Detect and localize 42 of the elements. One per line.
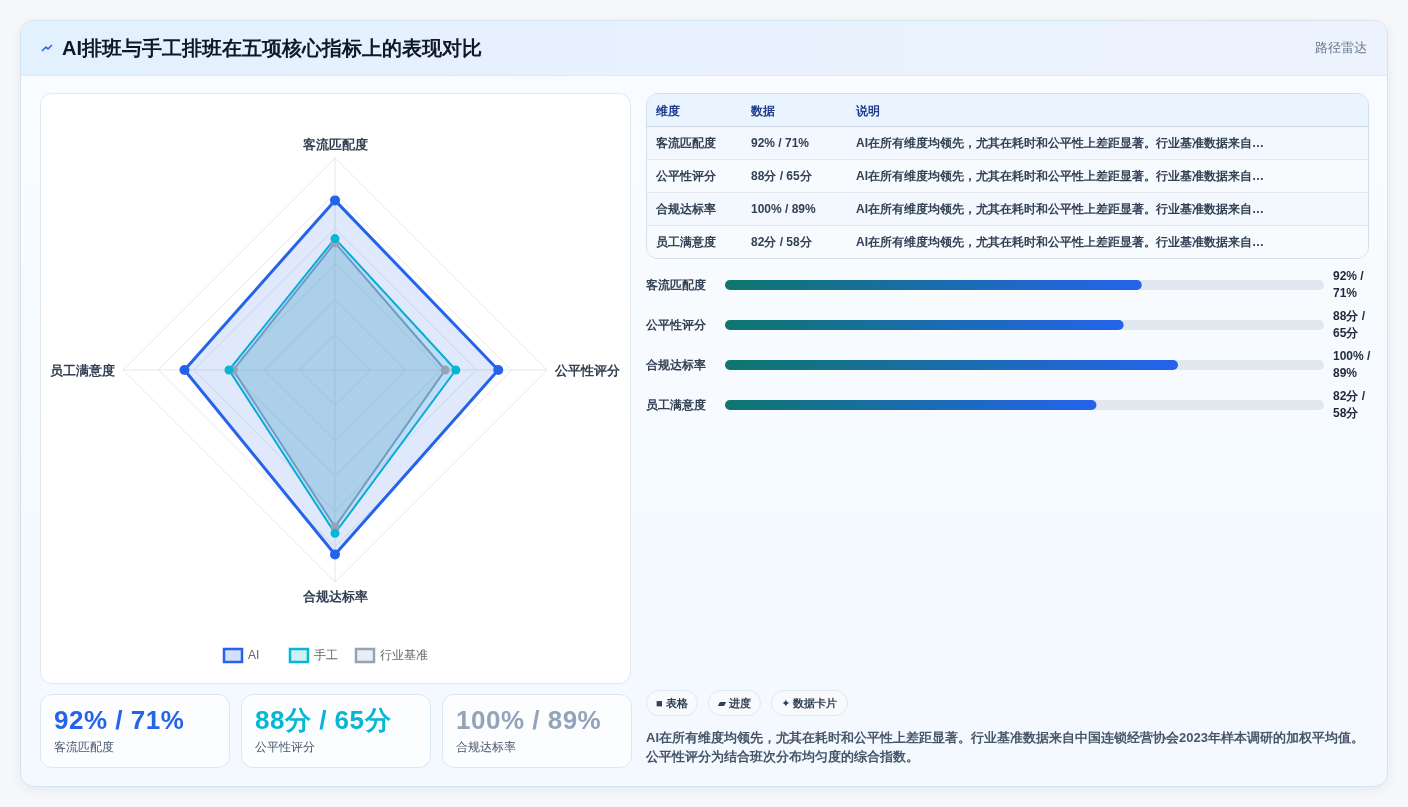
- spoke-label: 员工满意度: [50, 362, 115, 378]
- text: 92% / 71%: [54, 705, 185, 735]
- text: 88分 / 65分: [1333, 308, 1366, 342]
- spoke-label: 合规达标率: [301, 588, 368, 604]
- y-tick-label: 公平性评分: [645, 318, 707, 332]
- text: ▰ 进度: [707, 690, 762, 716]
- category-label: 合规达标率: [656, 202, 716, 216]
- text: AI在所有维度均领先，尤其在耗时和公平性上差距显著。行业基准数据来自…: [856, 235, 1264, 249]
- text: 82分 / 58分: [1333, 388, 1366, 422]
- text: 88分 / 65分: [255, 705, 392, 735]
- category-label: 合规达标率: [456, 740, 516, 754]
- text: 路径雷达: [1315, 40, 1367, 56]
- text: AI在所有维度均领先，尤其在耗时和公平性上差距显著。行业基准数据来自…: [856, 136, 1264, 150]
- text: AI在所有维度均领先，尤其在耗时和公平性上差距显著。行业基准数据来自…: [856, 169, 1264, 183]
- y-tick-label: 合规达标率: [645, 358, 706, 372]
- text: AI排班与手工排班在五项核心指标上的表现对比: [62, 36, 482, 60]
- spoke-label: 公平性评分: [554, 362, 621, 378]
- text: AI在所有维度均领先，尤其在耗时和公平性上差距显著。行业基准数据来自中国连锁经营协会2023年样本调研的加权平均值。公平性评分为结合班次分布均匀度的综合指数。: [646, 729, 1365, 766]
- legend-label: AI: [248, 648, 260, 662]
- category-label: 公平性评分: [656, 169, 716, 183]
- y-tick-label: 客流匹配度: [645, 278, 706, 292]
- text: 88分 / 65分: [751, 169, 812, 183]
- text: AI在所有维度均领先，尤其在耗时和公平性上差距显著。行业基准数据来自…: [856, 202, 1264, 216]
- category-label: 公平性评分: [255, 740, 315, 754]
- text: 100% / 89%: [1333, 348, 1372, 382]
- spoke-label: 客流匹配度: [301, 136, 368, 152]
- text: 82分 / 58分: [751, 235, 812, 249]
- legend-label: 行业基准: [380, 648, 428, 662]
- text: 92% / 71%: [751, 136, 810, 150]
- category-label: 员工满意度: [656, 235, 716, 249]
- text: ✦ 数据卡片: [771, 690, 848, 716]
- text: 数据: [751, 104, 775, 118]
- text: 说明: [856, 104, 880, 118]
- category-label: 客流匹配度: [54, 740, 114, 754]
- text: 维度: [656, 104, 680, 118]
- text: ■ 表格: [646, 690, 698, 716]
- category-label: 客流匹配度: [656, 136, 716, 150]
- y-tick-label: 员工满意度: [646, 398, 706, 412]
- legend-label: 手工: [314, 648, 338, 662]
- text: 100% / 89%: [751, 202, 816, 216]
- text: 100% / 89%: [456, 705, 602, 735]
- text: 92% / 71%: [1333, 268, 1365, 302]
